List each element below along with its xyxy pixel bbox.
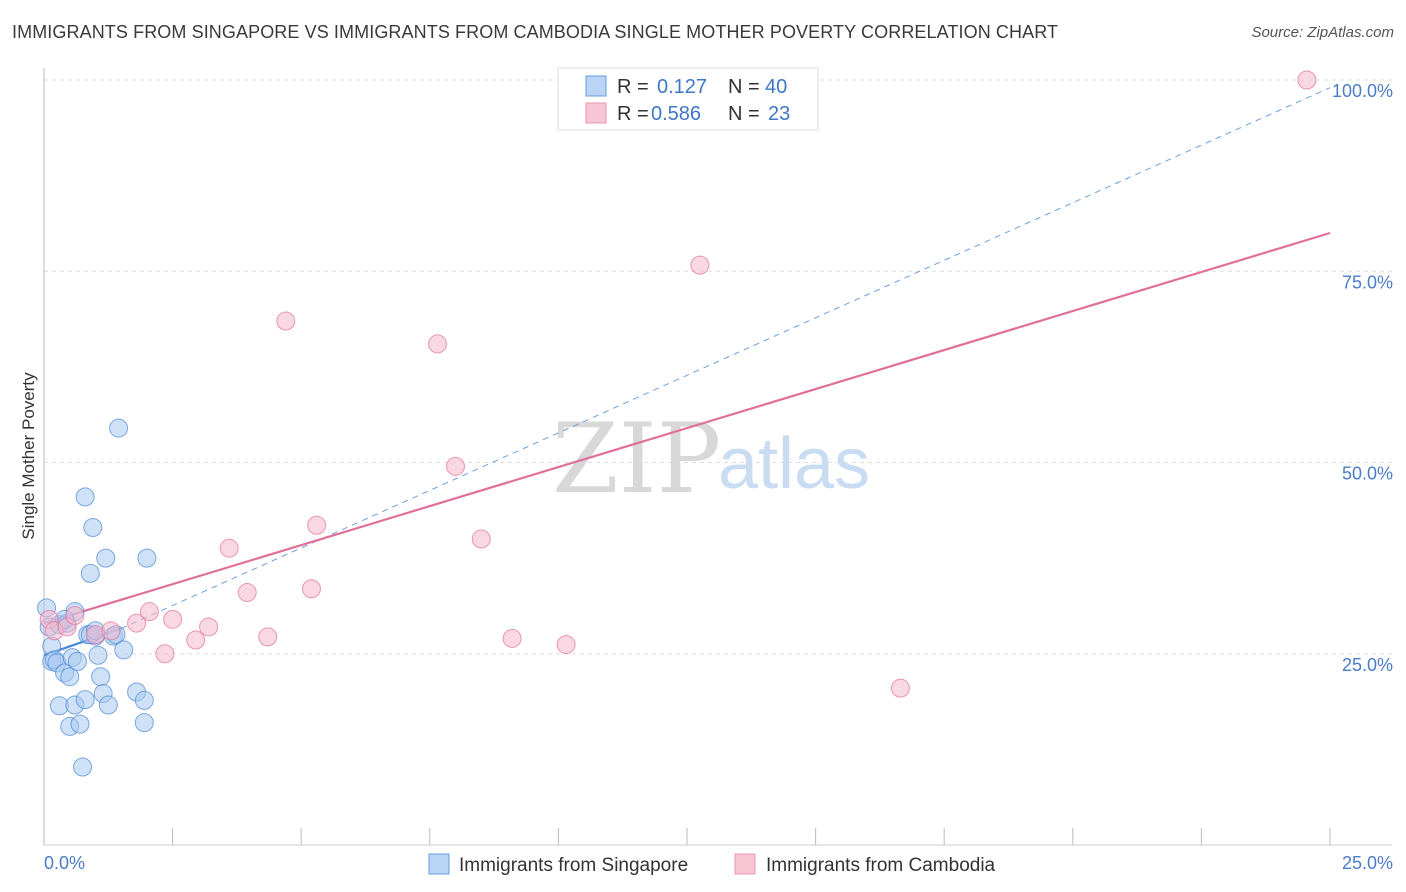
point-series0-16 [70,714,90,734]
legend-r-value-cambodia: 0.586 [651,103,701,125]
point-series0-36 [137,548,157,568]
trend-line-1 [43,231,1331,625]
point-series1-25 [1297,70,1317,90]
point-series1-18 [428,334,448,354]
point-series1-24 [890,678,910,698]
point-series1-9 [163,609,183,629]
point-series1-22 [556,635,576,655]
point-series0-24 [88,645,108,665]
point-series0-38 [109,418,129,438]
bottom-legend-label-singapore: Immigrants from Singapore [459,855,688,876]
legend-n-value-cambodia: 23 [768,103,790,125]
point-series1-8 [155,644,175,664]
point-series1-16 [301,579,321,599]
grid-lines [44,79,1392,655]
point-series0-15 [67,651,87,671]
point-series0-27 [96,548,116,568]
x-tick-label-max: 25.0% [1342,853,1393,873]
point-series0-19 [75,690,95,710]
point-series0-39 [134,713,154,733]
point-series0-21 [80,563,100,583]
point-series1-5 [101,621,121,641]
point-series0-9 [60,667,80,687]
stats-legend: R = 0.127 N = 40 R = 0.586 N = 23 [557,67,819,131]
legend-n-value-singapore: 40 [765,76,787,98]
point-series0-17 [73,757,93,777]
point-series0-28 [98,695,118,715]
x-tick-label-min: 0.0% [44,853,85,873]
point-series1-13 [237,583,257,603]
y-tick-label-0: 25.0% [1342,655,1393,675]
bottom-legend-swatch-cambodia [734,853,756,875]
point-series1-23 [690,255,710,275]
legend-r-label-singapore: R = [617,76,649,98]
y-tick-label-2: 75.0% [1342,272,1393,292]
y-tick-labels: 25.0% 50.0% 75.0% 100.0% [1332,81,1393,675]
point-series1-10 [186,630,206,650]
watermark-zip: ZIP [552,403,721,515]
legend-r-label-cambodia: R = [617,103,649,125]
bottom-legend-label-cambodia: Immigrants from Cambodia [766,855,996,876]
point-series0-22 [83,518,103,538]
point-series0-25 [91,667,111,687]
point-series1-20 [471,529,491,549]
point-series1-19 [446,456,466,476]
trend-extended-0 [120,87,1331,629]
legend-n-label-singapore: N = [728,76,760,98]
x-ticks [43,828,1331,845]
point-series1-3 [65,606,85,625]
point-series1-11 [199,617,219,637]
watermark-atlas: atlas [718,424,870,504]
legend-swatch-cambodia [585,102,607,124]
point-series0-35 [134,690,154,710]
bottom-legend-swatch-singapore [428,853,450,875]
series-legend: Immigrants from Singapore Immigrants fro… [428,853,996,876]
data-points [37,70,1317,777]
y-tick-label-1: 50.0% [1342,464,1393,484]
point-series0-33 [114,640,134,660]
point-series1-7 [139,602,159,622]
watermark: ZIP atlas [552,403,870,515]
y-axis-title: Single Mother Poverty [19,372,38,540]
trend-lines [43,87,1331,657]
legend-r-value-singapore: 0.127 [657,76,707,98]
axes [43,68,1392,846]
point-series1-17 [307,515,327,535]
point-series1-14 [258,627,278,647]
svg-text:R =: R = [617,76,649,98]
point-series0-18 [75,487,95,507]
chart-title: IMMIGRANTS FROM SINGAPORE VS IMMIGRANTS … [12,22,1059,42]
source-label: Source: ZipAtlas.com [1251,24,1394,41]
y-tick-label-3: 100.0% [1332,81,1393,101]
svg-text:R =: R = [617,103,649,125]
legend-n-label-cambodia: N = [728,103,760,125]
point-series1-6 [127,613,147,633]
point-series1-12 [219,538,239,558]
legend-swatch-singapore [585,75,607,97]
point-series1-15 [276,311,296,331]
point-series1-21 [502,628,522,648]
